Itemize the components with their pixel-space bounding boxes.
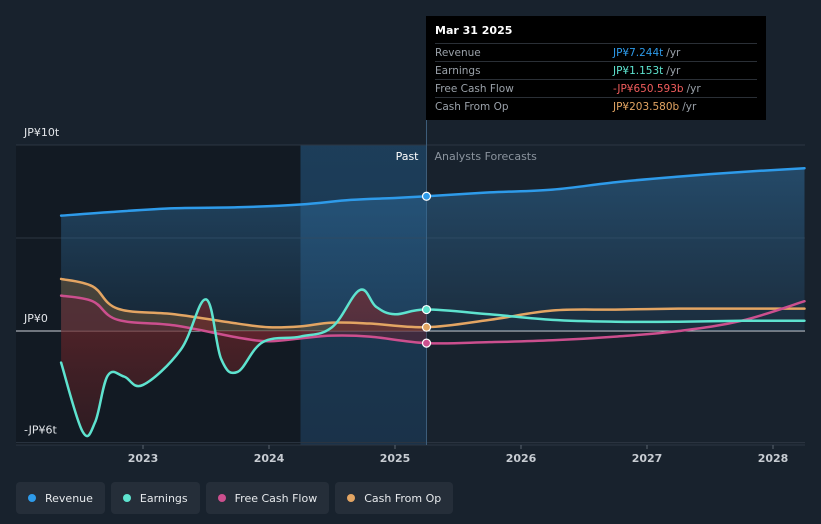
chart-canvas: JP¥10t JP¥0 -JP¥6t 2023 2024 2025 2026 2027 2028…: [16, 120, 806, 465]
legend-dot-icon: [217, 494, 226, 502]
legend-item-cash-from-op[interactable]: Cash From Op: [335, 482, 454, 514]
past-label: Past: [396, 150, 420, 163]
tooltip-label: Free Cash Flow: [435, 82, 514, 95]
x-tick-label: 2024: [254, 452, 285, 465]
free-cash-flow-marker: [421, 338, 432, 348]
x-tick-label: 2028: [758, 452, 789, 465]
tooltip-label: Earnings: [435, 64, 481, 77]
legend-label: Cash From Op: [364, 491, 442, 505]
tooltip-label: Revenue: [435, 46, 481, 59]
legend-label: Free Cash Flow: [234, 491, 318, 505]
tooltip-row-free-cash-flow: Free Cash Flow -JP¥650.593b /yr: [435, 79, 757, 97]
y-tick-label: JP¥10t: [23, 126, 60, 139]
tooltip-unit: /yr: [666, 64, 681, 77]
tooltip-value: JP¥203.580b: [613, 100, 680, 113]
x-tick-label: 2027: [632, 452, 663, 465]
legend-label: Earnings: [139, 491, 188, 505]
legend-item-free-cash-flow[interactable]: Free Cash Flow: [205, 482, 330, 514]
earnings-area: [61, 289, 427, 437]
cash-from-op-line: [59, 277, 806, 329]
legend-dot-icon: [347, 494, 356, 502]
tooltip-value: -JP¥650.593b: [613, 82, 684, 95]
tooltip-date: Mar 31 2025: [435, 24, 513, 37]
tooltip-label: Cash From Op: [435, 100, 509, 113]
legend-dot-icon: [122, 494, 131, 502]
free-cash-flow-area: [61, 295, 427, 344]
legend-item-earnings[interactable]: Earnings: [110, 482, 200, 514]
tooltip-unit: /yr: [686, 82, 701, 95]
revenue-marker: [421, 191, 432, 201]
tooltip-row-cash-from-op: Cash From Op JP¥203.580b /yr: [435, 97, 757, 115]
x-tick-label: 2026: [506, 452, 537, 465]
tooltip-row-revenue: Revenue JP¥7.244t /yr: [435, 43, 757, 61]
earnings-line: [59, 288, 806, 438]
tooltip-unit: /yr: [682, 100, 697, 113]
y-tick-label: -JP¥6t: [24, 424, 57, 437]
tooltip-value: JP¥7.244t: [613, 46, 664, 59]
legend-item-revenue[interactable]: Revenue: [16, 482, 105, 514]
free-cash-flow-line: [59, 294, 806, 345]
cash-from-op-area: [61, 278, 427, 331]
x-tick-label: 2023: [128, 452, 159, 465]
forecast-label: Analysts Forecasts: [435, 150, 538, 163]
legend-label: Revenue: [45, 491, 93, 505]
legend-dot-icon: [28, 494, 36, 502]
tooltip-value: JP¥1.153t: [613, 64, 664, 77]
tooltip-row-earnings: Earnings JP¥1.153t /yr: [435, 61, 757, 79]
revenue-area: [61, 168, 805, 331]
cash-from-op-marker: [421, 322, 432, 332]
revenue-line: [59, 167, 806, 217]
tooltip-unit: /yr: [666, 46, 681, 59]
x-tick-label: 2025: [380, 452, 411, 465]
tooltip: Mar 31 2025 Revenue JP¥7.244t /yr Earnin…: [426, 16, 766, 120]
earnings-marker: [421, 304, 432, 315]
y-tick-label: JP¥0: [23, 312, 48, 325]
legend: Revenue Earnings Free Cash Flow Cash Fro…: [16, 482, 454, 514]
